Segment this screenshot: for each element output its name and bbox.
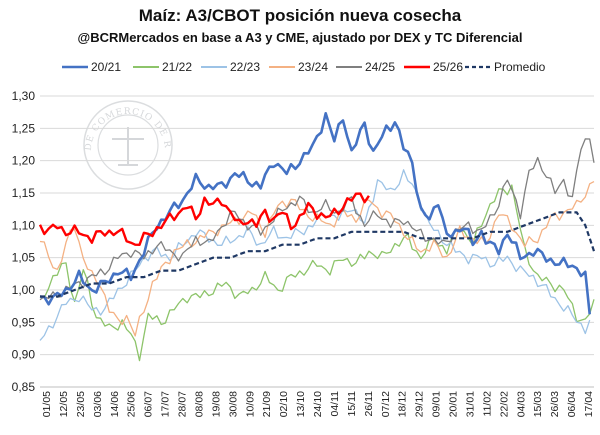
seal-caduceus	[112, 127, 144, 166]
y-tick-label: 1,05	[12, 251, 36, 265]
legend-label: Promedio	[494, 60, 546, 74]
x-tick-label: 17/04	[583, 391, 595, 417]
x-tick-label: 11/02	[481, 391, 493, 417]
x-tick-label: 31/01	[464, 391, 476, 417]
x-tick-label: 19/08	[210, 391, 222, 417]
x-tick-label: 13/10	[295, 391, 307, 417]
legend-label: 25/26	[433, 60, 463, 74]
series-line-23-24	[39, 181, 595, 337]
x-tick-label: 24/10	[312, 391, 324, 417]
x-tick-label: 01/05	[41, 391, 53, 417]
y-tick-label: 1,20	[12, 154, 36, 168]
x-tick-label: 17/07	[160, 391, 172, 417]
legend: 20/21 21/22 22/23 23/24 24/25 25/26 Promedio	[62, 60, 546, 74]
x-tick-label: 14/06	[109, 391, 121, 417]
x-tick-label: 07/12	[380, 391, 392, 417]
series-line-25-26	[38, 192, 370, 246]
x-tick-label: 06/07	[143, 391, 155, 417]
x-tick-label: 06/04	[566, 391, 578, 417]
series-lines	[38, 112, 596, 362]
x-tick-label: 23/05	[75, 391, 87, 417]
chart-subtitle: @BCRMercados en base a A3 y CME, ajustad…	[77, 30, 523, 45]
y-tick-label: 1,10	[12, 218, 36, 232]
x-tick-label: 08/08	[193, 391, 205, 417]
legend-label: 21/22	[162, 60, 192, 74]
y-tick-label: 1,00	[12, 283, 36, 297]
y-tick-label: 1,25	[12, 121, 36, 135]
y-tick-label: 1,30	[12, 89, 36, 103]
x-tick-label: 21/09	[261, 391, 273, 417]
series-line-24-25	[39, 138, 595, 301]
x-tick-label: 09/01	[431, 391, 443, 417]
x-tick-label: 26/03	[549, 391, 561, 417]
y-tick-label: 0,95	[12, 315, 36, 329]
series-line-22-23	[39, 169, 591, 341]
legend-label: 22/23	[230, 60, 260, 74]
legend-label: 20/21	[91, 60, 121, 74]
x-axis: 01/05 12/05 23/05 03/06 14/06 25/06 06/07 17/07…	[40, 386, 595, 417]
series-line-21-22	[39, 184, 595, 362]
x-tick-label: 03/06	[92, 391, 104, 417]
x-tick-label: 25/06	[126, 391, 138, 417]
x-tick-label: 04/11	[329, 391, 341, 417]
x-tick-label: 28/07	[177, 391, 189, 417]
series-line-promedio	[40, 211, 596, 298]
x-tick-label: 04/03	[515, 391, 527, 417]
x-tick-label: 02/10	[278, 391, 290, 417]
chart-title: Maíz: A3/CBOT posición nueva cosecha	[138, 6, 462, 25]
x-tick-label: 18/12	[397, 391, 409, 417]
x-tick-label: 10/09	[244, 391, 256, 417]
legend-label: 24/25	[365, 60, 395, 74]
x-tick-label: 26/11	[363, 391, 375, 417]
x-tick-label: 29/12	[414, 391, 426, 417]
series-line-20-21	[39, 112, 591, 315]
x-tick-label: 30/08	[227, 391, 239, 417]
y-tick-label: 0,85	[12, 380, 36, 394]
x-tick-label: 15/11	[346, 391, 358, 417]
y-axis: 0,85 0,90 0,95 1,00 1,05 1,10 1,15 1,20 1,25 1,30	[12, 89, 36, 394]
x-tick-label: 15/03	[532, 391, 544, 417]
y-tick-label: 1,15	[12, 186, 36, 200]
legend-label: 23/24	[298, 60, 328, 74]
y-tick-label: 0,90	[12, 348, 36, 362]
x-tick-label: 20/01	[448, 391, 460, 417]
x-tick-label: 12/05	[58, 391, 70, 417]
x-tick-label: 22/02	[498, 391, 510, 417]
seal-inner-ring	[97, 114, 159, 176]
seal-outer-ring	[83, 100, 173, 190]
